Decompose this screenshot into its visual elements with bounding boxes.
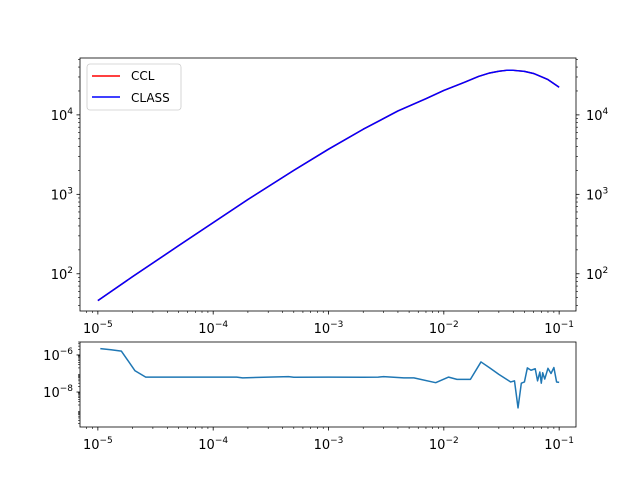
residual-x-tick-label-exp: −5 (99, 436, 112, 446)
main-x-tick-label: 10−1 (544, 320, 574, 337)
main-x-tick-label-exp: −4 (215, 320, 229, 330)
main-y-tick-label-exp: 3 (67, 186, 73, 196)
residual-series-residual-line (100, 347, 560, 409)
main-y-tick-label: 104 (51, 107, 74, 124)
residual-x-tick-label: 10−5 (83, 436, 113, 453)
main-x-tick-label-exp: −5 (99, 320, 112, 330)
main-y-right-tick-label-base: 10 (586, 268, 603, 283)
main-y-tick-label-exp: 4 (67, 107, 73, 117)
main-x-tick-label-base: 10 (83, 322, 100, 337)
main-y-right-tick-label-exp: 2 (603, 266, 609, 276)
main-x-tick-label-base: 10 (429, 322, 446, 337)
residual-y-tick-label: 10−8 (43, 384, 73, 401)
legend-label-class: CLASS (131, 91, 170, 105)
main-x-tick-label: 10−4 (198, 320, 228, 337)
main-x-ticks: 10−5 10−4 10−3 10−2 10−1 (83, 311, 574, 337)
residual-x-tick-label-base: 10 (314, 438, 331, 453)
main-y-right-tick-label-base: 10 (586, 188, 603, 203)
main-x-tick-label-base: 10 (314, 322, 331, 337)
main-y-tick-label-exp: 2 (67, 266, 73, 276)
main-x-tick-label-base: 10 (544, 322, 561, 337)
main-x-tick-label: 10−2 (429, 320, 459, 337)
main-y-right-tick-label: 102 (586, 266, 608, 283)
main-x-tick-label-exp: −3 (330, 320, 343, 330)
main-y-right-tick-label: 104 (586, 107, 609, 124)
residual-x-tick-label: 10−4 (198, 436, 228, 453)
residual-plot: 10−5 10−4 10−3 10−2 10−1 10−610−8 (43, 341, 577, 453)
main-y-tick-label-base: 10 (51, 268, 68, 283)
residual-x-tick-label: 10−3 (314, 436, 344, 453)
legend: CCL CLASS (86, 63, 182, 111)
main-y-tick-label: 103 (51, 186, 73, 203)
residual-y-tick-label-base: 10 (43, 386, 60, 401)
residual-x-tick-label: 10−1 (544, 436, 574, 453)
residual-x-ticks: 10−5 10−4 10−3 10−2 10−1 (83, 427, 574, 453)
main-series-class-line (97, 69, 560, 302)
main-x-tick-label: 10−3 (314, 320, 344, 337)
main-y-right-tick-label-exp: 4 (603, 107, 609, 117)
main-y-tick-label-base: 10 (51, 109, 68, 124)
main-x-tick-label-base: 10 (198, 322, 215, 337)
main-series-lines (97, 69, 560, 302)
residual-x-tick-label: 10−2 (429, 436, 459, 453)
main-y-right-tick-label-exp: 3 (603, 186, 609, 196)
residual-x-tick-label-exp: −1 (561, 436, 574, 446)
residual-y-ticks: 10−610−8 (43, 341, 80, 424)
residual-x-tick-label-base: 10 (83, 438, 100, 453)
residual-y-tick-label-exp: −8 (60, 384, 74, 394)
residual-y-tick-label-exp: −6 (60, 347, 74, 357)
main-plot-frame (79, 57, 577, 312)
main-y-right-tick-label-base: 10 (586, 109, 603, 124)
main-x-tick-label-exp: −2 (445, 320, 458, 330)
residual-x-tick-label-exp: −2 (445, 436, 458, 446)
residual-plot-frame (79, 341, 577, 428)
main-y-right-tick-label: 103 (586, 186, 608, 203)
residual-y-tick-label-base: 10 (43, 349, 60, 364)
legend-label-ccl: CCL (131, 69, 155, 83)
main-x-tick-label: 10−5 (83, 320, 113, 337)
residual-x-tick-label-base: 10 (544, 438, 561, 453)
residual-x-tick-label-exp: −3 (330, 436, 343, 446)
main-x-tick-label-exp: −1 (561, 320, 574, 330)
main-y-tick-label: 102 (51, 266, 73, 283)
main-y-tick-label-base: 10 (51, 188, 68, 203)
residual-x-tick-label-base: 10 (198, 438, 215, 453)
residual-y-tick-label: 10−6 (43, 347, 73, 364)
residual-x-tick-label-exp: −4 (215, 436, 229, 446)
residual-x-tick-label-base: 10 (429, 438, 446, 453)
residual-series-line (100, 347, 560, 409)
